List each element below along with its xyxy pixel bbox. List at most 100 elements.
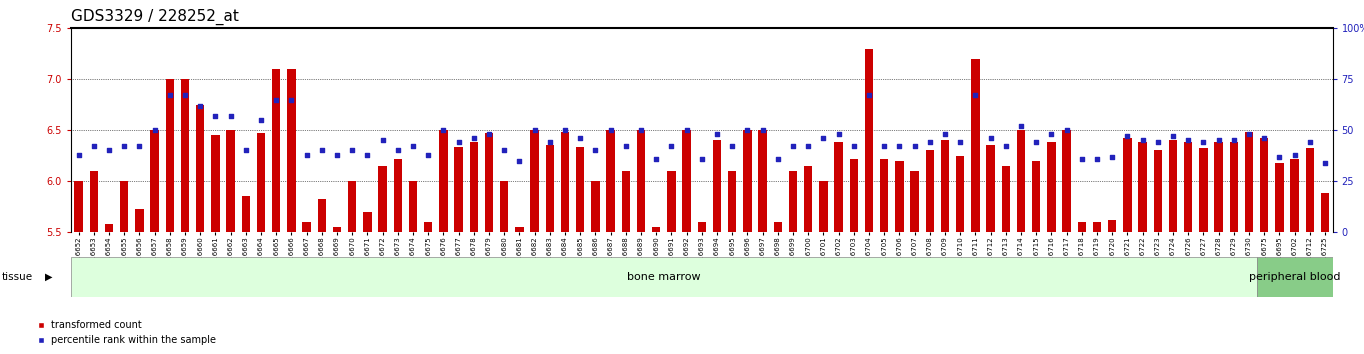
Bar (1048, 142, 1056, 232)
Point (98, 148, 120, 153)
Bar (986, 145, 994, 232)
Bar (956, 155, 964, 232)
Point (675, 127, 697, 133)
Bar (758, 130, 767, 232)
Point (798, 144, 820, 149)
Point (584, 148, 606, 153)
Bar (531, 130, 539, 232)
Point (1162, 133, 1184, 139)
Point (994, 144, 1016, 149)
Point (1026, 139, 1048, 145)
Bar (363, 211, 371, 232)
Bar (1290, 159, 1299, 232)
Bar (697, 222, 707, 232)
Bar (516, 227, 524, 232)
Bar (211, 135, 220, 232)
Point (615, 144, 637, 149)
Bar (303, 222, 311, 232)
Bar (607, 130, 615, 232)
Bar (1033, 161, 1041, 232)
Text: bone marrow: bone marrow (627, 272, 701, 282)
Bar (1108, 219, 1116, 232)
Bar (1001, 166, 1009, 232)
Point (1132, 137, 1154, 143)
Point (843, 144, 865, 149)
Point (477, 131, 499, 137)
Bar (788, 171, 797, 232)
Bar (1154, 150, 1162, 232)
Bar (591, 181, 600, 232)
Point (888, 144, 910, 149)
Bar (1078, 222, 1086, 232)
Point (707, 131, 728, 137)
Point (782, 144, 803, 149)
Bar (75, 181, 83, 232)
Point (964, 93, 986, 98)
Point (387, 148, 409, 153)
Bar (1256, 257, 1333, 297)
Point (1314, 160, 1335, 166)
Point (737, 127, 758, 133)
Point (462, 135, 484, 141)
Bar (196, 105, 205, 232)
Point (1101, 154, 1123, 159)
Point (158, 93, 180, 98)
Bar (1275, 163, 1284, 232)
Bar (743, 130, 752, 232)
Bar (1184, 142, 1192, 232)
Point (447, 139, 469, 145)
Bar (1139, 142, 1147, 232)
Bar (1229, 142, 1239, 232)
Bar (895, 161, 903, 232)
Point (645, 156, 667, 161)
Point (1086, 156, 1108, 161)
Bar (652, 227, 660, 232)
Point (1207, 137, 1229, 143)
Point (569, 135, 591, 141)
Text: GDS3329 / 228252_at: GDS3329 / 228252_at (71, 9, 239, 25)
Point (509, 158, 531, 164)
Point (600, 127, 622, 133)
Point (190, 103, 211, 108)
Text: ▶: ▶ (45, 272, 52, 282)
Bar (1199, 148, 1207, 232)
Bar (394, 159, 402, 232)
Point (1071, 156, 1093, 161)
Bar (454, 147, 462, 232)
Bar (1260, 138, 1269, 232)
Point (113, 144, 135, 149)
Bar (1123, 138, 1132, 232)
Text: peripheral blood: peripheral blood (1249, 272, 1341, 282)
Point (1284, 152, 1305, 157)
Bar (576, 147, 584, 232)
Point (767, 156, 788, 161)
Bar (226, 130, 235, 232)
Text: tissue: tissue (1, 272, 33, 282)
Point (539, 139, 561, 145)
Bar (713, 140, 722, 232)
Bar (90, 171, 98, 232)
Point (630, 127, 652, 133)
Point (250, 117, 271, 123)
Point (1041, 131, 1063, 137)
Point (813, 135, 835, 141)
Bar (1214, 142, 1222, 232)
Bar (1016, 130, 1026, 232)
Point (1269, 154, 1290, 159)
Point (919, 139, 941, 145)
Bar (682, 130, 690, 232)
Point (1239, 131, 1260, 137)
Point (417, 152, 439, 157)
Bar (135, 210, 143, 232)
Bar (546, 145, 554, 232)
Point (68, 152, 90, 157)
Bar (880, 159, 888, 232)
Point (1147, 139, 1169, 145)
Bar (409, 181, 417, 232)
Bar (165, 79, 175, 232)
Bar (150, 130, 158, 232)
Bar (865, 49, 873, 232)
Bar (1169, 140, 1177, 232)
Point (524, 127, 546, 133)
Bar (728, 171, 737, 232)
